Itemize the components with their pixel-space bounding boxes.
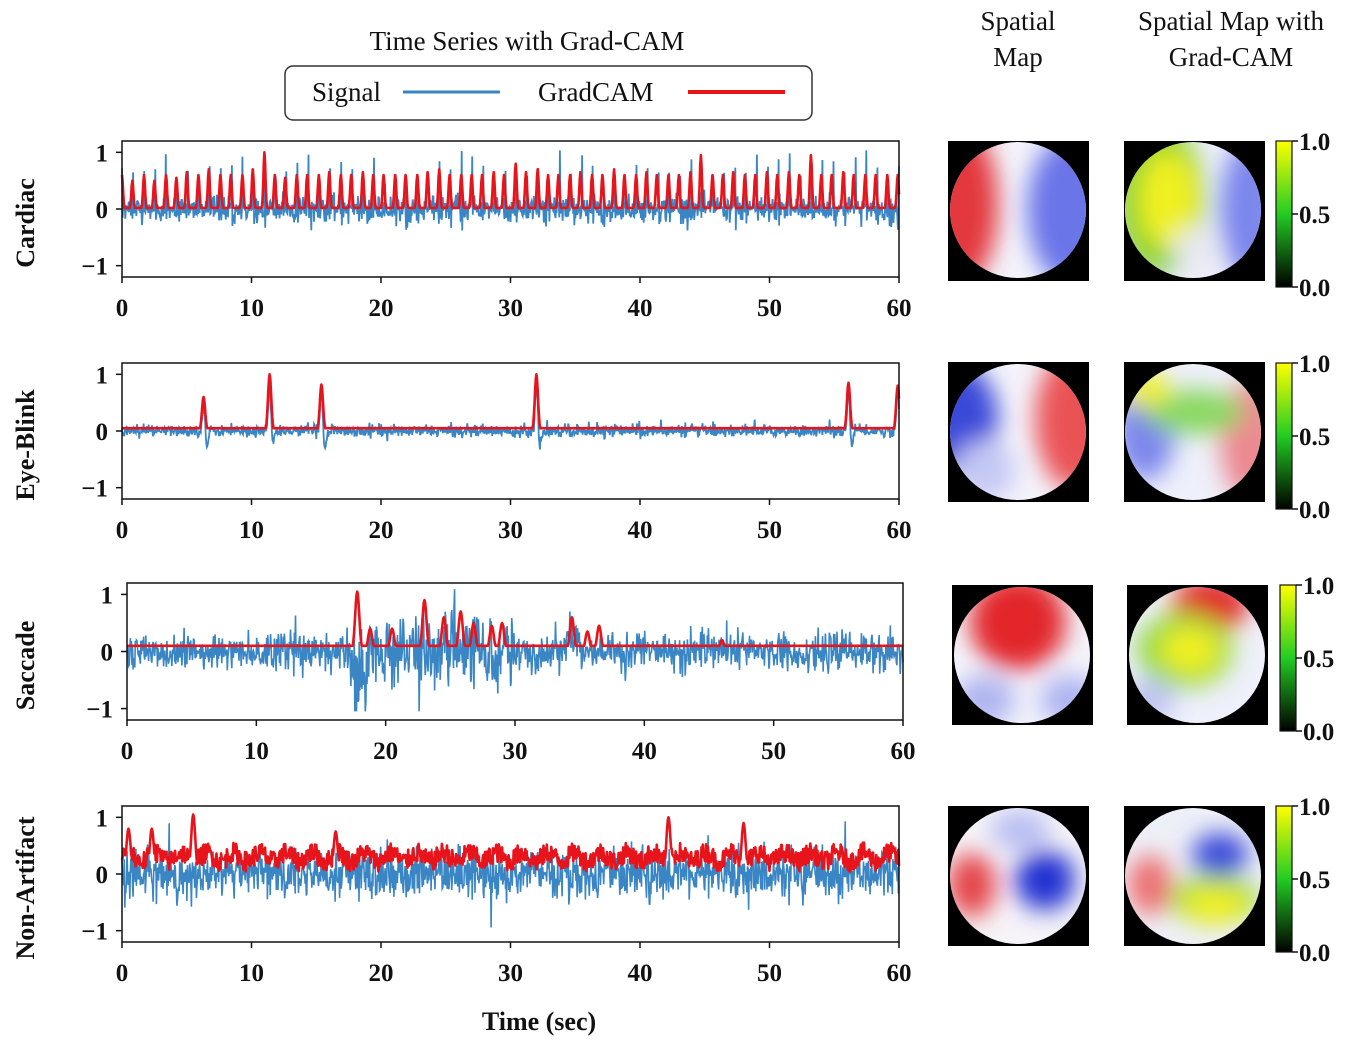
colorbar-tick-label: 0.0 xyxy=(1299,940,1330,967)
x-axis-label: Time (sec) xyxy=(482,1007,596,1036)
x-tick-label: 0 xyxy=(116,960,129,987)
colorbar xyxy=(1279,584,1297,732)
x-tick-label: 30 xyxy=(503,738,528,765)
x-tick-label: 20 xyxy=(373,738,398,765)
spatial-map-saccade xyxy=(952,585,1093,725)
x-tick-label: 50 xyxy=(757,517,782,544)
gradcam-series-line xyxy=(120,151,901,210)
x-tick-label: 30 xyxy=(498,295,523,322)
spatial-map-title-line1: Spatial xyxy=(981,6,1056,36)
gradcam-map-title-line1: Spatial Map with xyxy=(1138,6,1324,36)
gradcam-series-line xyxy=(126,590,904,648)
signal-series-line xyxy=(121,821,900,928)
x-tick-label: 40 xyxy=(628,517,653,544)
x-tick-label: 0 xyxy=(121,738,134,765)
x-tick-label: 0 xyxy=(116,517,129,544)
colorbar-tick-label: 0.5 xyxy=(1299,867,1330,894)
x-tick-label: 50 xyxy=(757,960,782,987)
y-tick-label: 1 xyxy=(101,582,114,609)
spatial-map-title-line2: Map xyxy=(993,42,1043,72)
colorbar-tick-label: 1.0 xyxy=(1299,351,1330,378)
x-tick-label: 60 xyxy=(887,295,912,322)
y-tick-label: −1 xyxy=(81,254,108,281)
y-tick-label: 0 xyxy=(101,640,114,667)
y-tick-label: 0 xyxy=(96,197,109,224)
gradcam-map-title-line2: Grad-CAM xyxy=(1169,42,1293,72)
x-tick-label: 30 xyxy=(498,517,523,544)
x-tick-label: 50 xyxy=(761,738,786,765)
y-tick-label: −1 xyxy=(86,697,113,724)
x-tick-label: 50 xyxy=(757,295,782,322)
colorbar-tick-label: 1.0 xyxy=(1299,794,1330,821)
colorbar-tick-label: 0.0 xyxy=(1299,497,1330,524)
gradcam-map-non-artifact xyxy=(1124,806,1265,946)
spatial-map-eye-blink xyxy=(948,362,1089,502)
gradcam-series-line xyxy=(120,813,901,873)
x-tick-label: 10 xyxy=(239,960,264,987)
y-tick-label: 1 xyxy=(96,362,109,389)
x-tick-label: 60 xyxy=(887,960,912,987)
colorbar-tick-label: 0.5 xyxy=(1303,646,1334,673)
time-series-title: Time Series with Grad-CAM xyxy=(370,26,685,56)
colorbar xyxy=(1275,362,1293,510)
colorbar-tick-label: 0.5 xyxy=(1299,202,1330,229)
x-tick-label: 20 xyxy=(369,517,394,544)
legend-gradcam-label: GradCAM xyxy=(538,77,654,107)
colorbar-tick-label: 0.0 xyxy=(1299,275,1330,302)
x-tick-label: 40 xyxy=(632,738,657,765)
x-tick-label: 40 xyxy=(628,295,653,322)
x-tick-label: 40 xyxy=(628,960,653,987)
legend: Signal GradCAM xyxy=(284,65,813,121)
spatial-map-cardiac xyxy=(948,141,1089,281)
gradcam-map-eye-blink xyxy=(1124,362,1265,502)
colorbar xyxy=(1275,140,1293,288)
colorbar-tick-label: 1.0 xyxy=(1299,129,1330,156)
colorbar xyxy=(1275,805,1293,953)
y-tick-label: 1 xyxy=(96,805,109,832)
x-tick-label: 0 xyxy=(116,295,129,322)
colorbar-tick-label: 1.0 xyxy=(1303,573,1334,600)
legend-box xyxy=(284,65,813,121)
y-tick-label: 1 xyxy=(96,140,109,167)
x-tick-label: 60 xyxy=(887,517,912,544)
colorbar-tick-label: 0.0 xyxy=(1303,719,1334,746)
x-tick-label: 10 xyxy=(244,738,269,765)
y-axis-label: Eye-Blink xyxy=(11,389,40,501)
y-axis-label: Saccade xyxy=(11,621,40,711)
colorbar-tick-label: 0.5 xyxy=(1299,424,1330,451)
x-tick-label: 30 xyxy=(498,960,523,987)
gradcam-series-line xyxy=(121,372,901,430)
signal-series-line xyxy=(126,589,904,712)
x-tick-label: 10 xyxy=(239,517,264,544)
x-tick-label: 20 xyxy=(369,295,394,322)
y-tick-label: −1 xyxy=(81,919,108,946)
y-tick-label: −1 xyxy=(81,476,108,503)
gradcam-map-cardiac xyxy=(1124,141,1265,281)
x-tick-label: 60 xyxy=(891,738,916,765)
x-tick-label: 10 xyxy=(239,295,264,322)
y-axis-label: Non-Artifact xyxy=(11,816,40,959)
gradcam-map-saccade xyxy=(1127,585,1268,725)
spatial-map-non-artifact xyxy=(948,806,1089,946)
y-tick-label: 0 xyxy=(96,419,109,446)
y-axis-label: Cardiac xyxy=(11,178,40,268)
legend-signal-label: Signal xyxy=(312,77,381,107)
signal-series-line xyxy=(121,150,900,231)
signal-series-line xyxy=(121,380,900,451)
y-tick-label: 0 xyxy=(96,862,109,889)
x-tick-label: 20 xyxy=(369,960,394,987)
